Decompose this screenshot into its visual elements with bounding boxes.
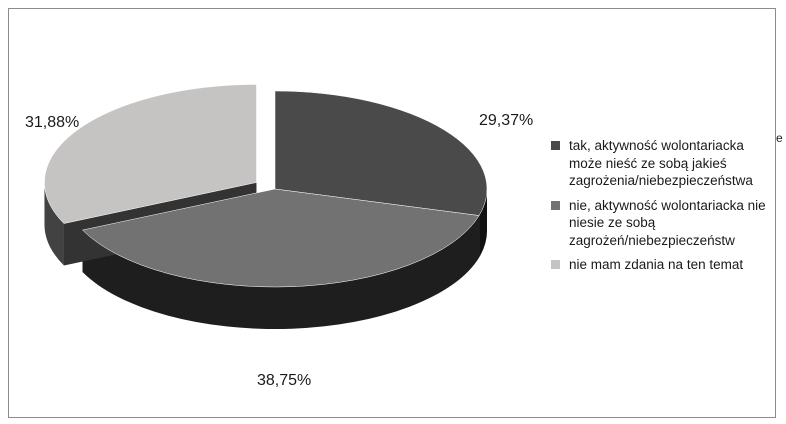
legend-item-nie: nie, aktywność wolontariacka nie niesie … (549, 197, 779, 250)
pie-tops (44, 84, 488, 288)
legend-label-nie: nie, aktywność wolontariacka nie niesie … (569, 197, 766, 248)
data-label-nie: 38,75% (257, 372, 311, 389)
pie-chart: 29,37% 38,75% 31,88% (25, 84, 533, 389)
pie-slice-nie (81, 188, 480, 288)
legend-swatch-nie (551, 200, 560, 210)
legend-label-tak: tak, aktywność wolontariacka może nieść … (569, 138, 753, 188)
legend-label-brak-zdania: nie mam zdania na ten temat (569, 257, 744, 272)
legend-swatch-brak-zdania (551, 260, 560, 269)
legend-swatch-tak (551, 141, 560, 150)
legend-item-brak-zdania: nie mam zdania na ten temat (549, 256, 779, 274)
legend-item-tak: tak, aktywność wolontariacka może nieść … (549, 137, 779, 190)
pie-slice-tak (274, 90, 488, 216)
chart-frame: 29,37% 38,75% 31,88% tak, aktywność wolont… (8, 8, 776, 418)
data-label-tak: 29,37% (479, 112, 533, 129)
pie-slice-brak-zdania (44, 84, 257, 224)
legend-stray-mark: e (776, 131, 783, 145)
pie-side-nie (82, 215, 480, 329)
data-label-brak-zdania: 31,88% (25, 114, 79, 131)
pie-side-tak (479, 189, 487, 258)
pie-side-brak-zdania (44, 182, 64, 266)
legend: tak, aktywność wolontariacka może nieść … (549, 137, 779, 281)
